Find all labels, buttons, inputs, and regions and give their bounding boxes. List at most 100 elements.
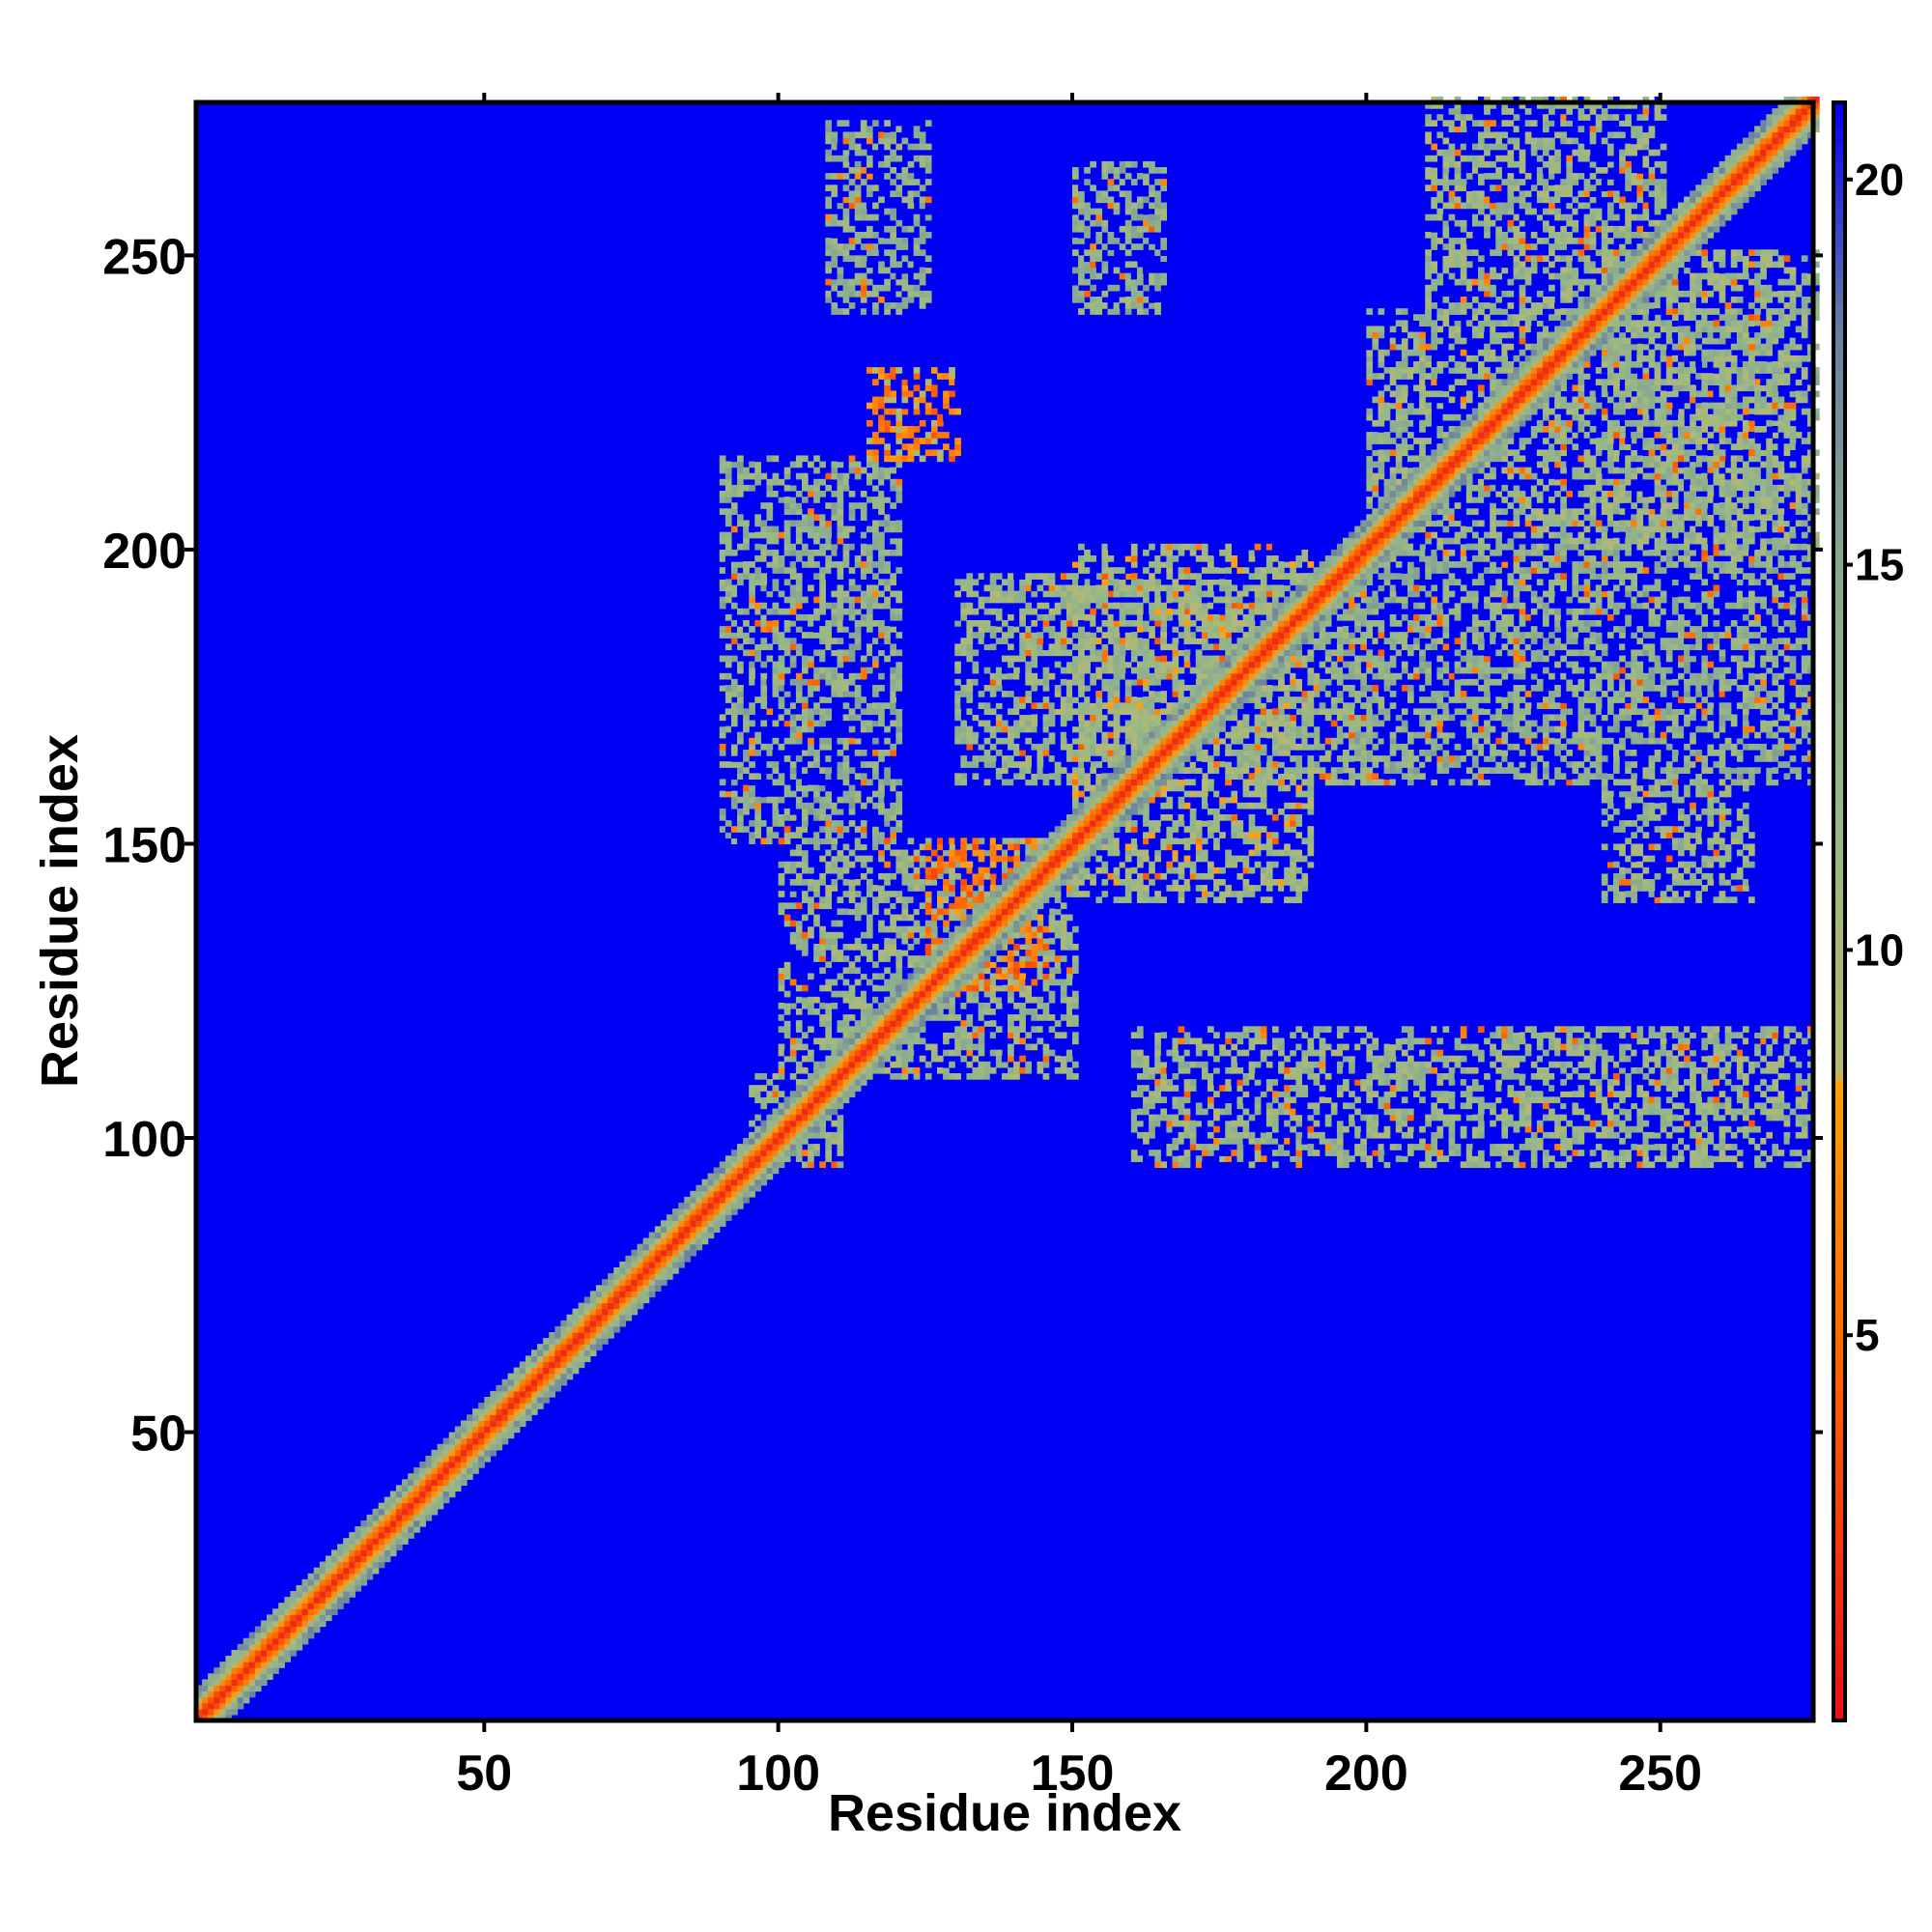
heatmap-cell	[1231, 750, 1238, 756]
heatmap-cell	[819, 461, 826, 469]
heatmap-cell	[1336, 649, 1344, 657]
heatmap-cell	[978, 743, 985, 751]
heatmap-cell	[1019, 596, 1026, 604]
heatmap-cell	[772, 1096, 780, 1104]
heatmap-cell	[901, 872, 909, 880]
heatmap-cell	[895, 714, 903, 722]
heatmap-cell	[789, 543, 797, 551]
heatmap-cell	[1001, 691, 1009, 697]
heatmap-cell	[848, 1026, 856, 1033]
heatmap-cell	[801, 814, 809, 821]
heatmap-cell	[1324, 750, 1332, 756]
heatmap-cell	[960, 1026, 968, 1033]
heatmap-cell	[831, 290, 838, 298]
heatmap-cell	[1060, 643, 1067, 651]
heatmap-cell	[1019, 626, 1026, 633]
heatmap-cell	[907, 297, 915, 303]
heatmap-cell	[1143, 596, 1150, 604]
heatmap-cell	[1054, 584, 1062, 592]
heatmap-cell	[1107, 691, 1115, 697]
heatmap-cell	[760, 531, 768, 539]
heatmap-cell	[1084, 555, 1091, 562]
heatmap-cell	[890, 731, 896, 739]
heatmap-cell	[831, 608, 838, 615]
heatmap-cell	[924, 908, 932, 916]
heatmap-cell	[901, 1049, 909, 1057]
heatmap-cell	[760, 608, 768, 615]
heatmap-cell	[1290, 661, 1296, 668]
heatmap-cell	[872, 438, 879, 444]
heatmap-cell	[825, 1014, 833, 1021]
heatmap-cell	[848, 896, 856, 903]
heatmap-cell	[749, 761, 755, 768]
heatmap-cell	[1084, 861, 1091, 868]
heatmap-cell	[1042, 714, 1050, 722]
heatmap-cell	[1072, 925, 1079, 933]
heatmap-cell	[1319, 755, 1326, 762]
heatmap-cell	[1113, 696, 1121, 703]
heatmap-cell	[860, 179, 867, 185]
heatmap-cell	[901, 373, 909, 380]
heatmap-cell	[1042, 678, 1050, 686]
heatmap-cell	[913, 855, 921, 863]
heatmap-cell	[1060, 737, 1067, 745]
heatmap-cell	[1008, 573, 1014, 580]
heatmap-cell	[783, 996, 791, 1004]
heatmap-cell	[1019, 955, 1026, 962]
heatmap-cell	[848, 584, 856, 592]
heatmap-cell	[943, 1073, 950, 1080]
heatmap-cell	[878, 531, 885, 539]
heatmap-cell	[972, 761, 980, 768]
heatmap-cell	[1349, 767, 1355, 774]
heatmap-cell	[1095, 655, 1103, 663]
heatmap-cell	[890, 620, 896, 627]
heatmap-cell	[1001, 861, 1009, 868]
heatmap-cell	[860, 885, 867, 892]
heatmap-cell	[724, 626, 732, 633]
heatmap-cell	[1013, 773, 1020, 781]
heatmap-cell	[1008, 838, 1014, 845]
heatmap-cell	[1313, 767, 1321, 774]
heatmap-cell	[1124, 725, 1132, 733]
heatmap-cell	[866, 602, 873, 610]
heatmap-cell	[866, 955, 873, 962]
heatmap-cell	[837, 278, 844, 286]
heatmap-cell	[783, 685, 791, 692]
heatmap-cell	[1042, 973, 1050, 980]
heatmap-cell	[1260, 579, 1267, 586]
heatmap-cell	[1060, 702, 1067, 709]
heatmap-cell	[1042, 767, 1050, 774]
heatmap-cell	[1366, 579, 1374, 586]
heatmap-cell	[960, 914, 968, 922]
heatmap-cell	[1254, 761, 1262, 768]
heatmap-cell	[837, 608, 844, 615]
heatmap-cell	[842, 908, 850, 916]
heatmap-cell	[872, 284, 879, 292]
heatmap-cell	[743, 620, 750, 627]
heatmap-cell	[989, 584, 997, 592]
heatmap-cell	[1019, 931, 1026, 939]
heatmap-cell	[895, 820, 903, 827]
heatmap-cell	[1119, 613, 1126, 621]
heatmap-cell	[872, 302, 879, 309]
heatmap-cell	[837, 843, 844, 851]
heatmap-cell	[1008, 944, 1014, 951]
heatmap-cell	[837, 896, 844, 903]
heatmap-cell	[895, 685, 903, 692]
heatmap-cell	[801, 702, 809, 709]
heatmap-cell	[930, 408, 938, 415]
heatmap-cell	[1031, 725, 1038, 733]
heatmap-cell	[801, 867, 809, 874]
heatmap-cell	[1295, 649, 1303, 657]
heatmap-cell	[1054, 590, 1062, 598]
heatmap-cell	[1072, 672, 1079, 680]
heatmap-cell	[890, 408, 896, 415]
heatmap-cell	[866, 213, 873, 221]
heatmap-cell	[878, 808, 885, 815]
heatmap-cell	[1113, 649, 1121, 657]
heatmap-cell	[1278, 720, 1285, 727]
heatmap-cell	[884, 120, 891, 127]
heatmap-cell	[919, 302, 926, 309]
heatmap-cell	[1136, 885, 1144, 892]
heatmap-cell	[901, 255, 909, 263]
